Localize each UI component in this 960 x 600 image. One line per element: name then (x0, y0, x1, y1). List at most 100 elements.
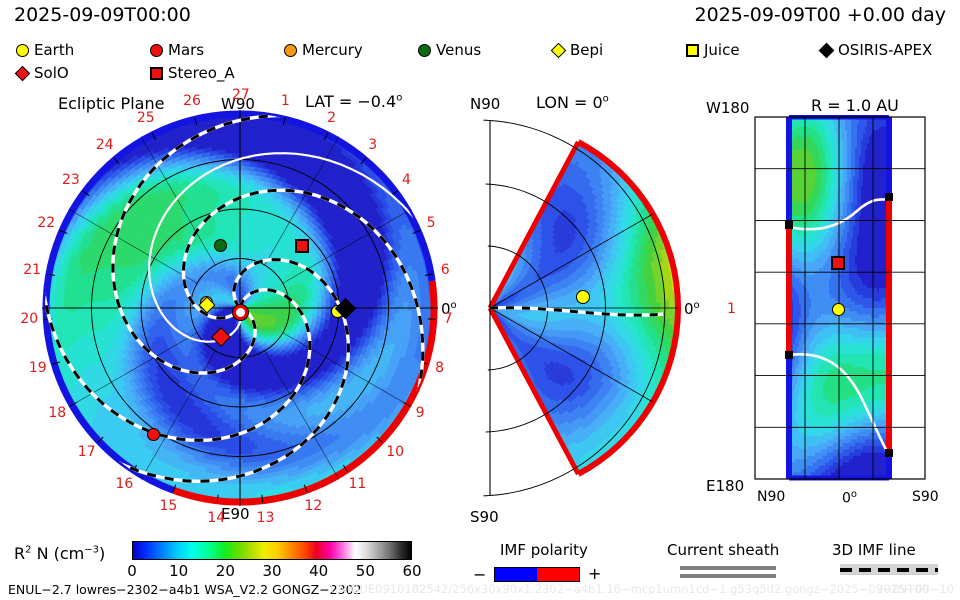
au-plot[interactable] (745, 114, 935, 483)
degree-symbol: o (694, 300, 700, 311)
superscript-minus-3: −3 (84, 545, 99, 556)
colorbar-tick-label: 40 (309, 562, 328, 580)
imf-3d-line-dashes (840, 568, 938, 572)
diamond-marker-icon (14, 65, 30, 81)
ecliptic-hour-label: 26 (183, 93, 201, 109)
legend-item-label: Mercury (302, 41, 363, 59)
ecliptic-lat-label: LAT = −0.4o (305, 92, 402, 111)
ecliptic-hour-label: 10 (386, 444, 404, 460)
ecliptic-hour-label: 12 (305, 498, 323, 514)
meridional-plot[interactable] (472, 112, 700, 504)
imf-polarity-title: IMF polarity (500, 541, 588, 559)
legend-item-label: Juice (704, 41, 740, 59)
ecliptic-hour-label: 20 (20, 311, 38, 327)
legend-item-bepi: Bepi (550, 39, 603, 61)
imf-minus-sign: − (473, 565, 486, 584)
ecliptic-marker-venus (213, 238, 227, 252)
meridional-south-label: S90 (470, 508, 499, 526)
ecliptic-marker-mars (146, 427, 160, 441)
ecliptic-hour-label: 24 (96, 137, 114, 153)
ecliptic-marker-stereo-a (295, 239, 309, 253)
legend-item-juice: Juice (684, 39, 740, 61)
ecliptic-hour-label: 5 (427, 215, 436, 231)
meridional-panel-title: LON = 0o (536, 93, 609, 112)
ecliptic-plot-svg (42, 110, 438, 506)
ecliptic-panel-title: Ecliptic Plane (58, 94, 164, 113)
ecliptic-hour-label: 4 (402, 172, 411, 188)
au-marker-stereo-a (831, 256, 845, 270)
colorbar-tick-label: 10 (169, 562, 188, 580)
run-id-footer: ENUL−2.7 lowres−2302−a4b1 WSA_V2.2 GONGZ… (8, 582, 361, 597)
meridional-right-label: 0o (684, 300, 700, 318)
au-ytick-label: 1 (727, 301, 736, 317)
imf-plus-sign: + (588, 564, 601, 583)
circle-marker-icon (416, 42, 432, 58)
watermark-footer-date: 2025−09−10 (876, 582, 954, 596)
colorbar-tick-label: 20 (216, 562, 235, 580)
ecliptic-hour-label: 9 (416, 405, 425, 421)
degree-symbol: o (451, 300, 457, 311)
ecliptic-plane-plot[interactable] (40, 108, 440, 508)
watermark-footer: UNIQUE0910182542/256x30x90x1.2302−a4b1.1… (330, 582, 929, 596)
ecliptic-hour-label: 14 (207, 510, 225, 526)
au-xtick-label: 0o (842, 489, 857, 507)
colorbar-tick-label: 30 (262, 562, 281, 580)
legend-item-label: Bepi (570, 41, 603, 59)
circle-marker-icon (282, 42, 298, 58)
superscript-2: 2 (25, 545, 31, 556)
imf-polarity-bar (494, 567, 580, 582)
diamond-marker-icon (550, 42, 566, 58)
au-marker-earth (831, 302, 845, 316)
ecliptic-hour-label: 8 (435, 360, 444, 376)
legend-item-stereo-a: Stereo_A (148, 62, 235, 84)
legend-item-mars: Mars (148, 39, 204, 61)
colorbar-label: R2 N (cm−3) (14, 544, 105, 563)
au-panel-w180-label: W180 (706, 99, 749, 117)
legend-item-solo: SolO (14, 62, 69, 84)
au-panel-title: R = 1.0 AU (811, 96, 899, 115)
ecliptic-hour-label: 18 (48, 405, 66, 421)
square-marker-icon (684, 42, 700, 58)
colorbar-tick-label: 50 (356, 562, 375, 580)
legend-item-label: Mars (168, 41, 204, 59)
legend-item-osiris-apex: OSIRIS-APEX (818, 39, 932, 61)
meridional-north-label: N90 (470, 95, 500, 113)
ecliptic-axis-right-label: 0o (441, 300, 457, 318)
degree-symbol: o (851, 489, 857, 500)
ecliptic-marker-sun (232, 304, 248, 320)
au-plot-svg (754, 114, 926, 481)
degree-symbol: o (603, 94, 609, 105)
forecast-label: 2025-09-09T00 +0.00 day (695, 4, 946, 26)
square-marker-icon (148, 65, 164, 81)
colorbar-gradient (132, 541, 412, 560)
legend-item-earth: Earth (14, 39, 74, 61)
ecliptic-hour-label: 16 (116, 476, 134, 492)
ecliptic-hour-label: 22 (37, 215, 55, 231)
ecliptic-hour-label: 3 (368, 137, 377, 153)
ecliptic-hour-label: 17 (78, 444, 96, 460)
meridional-marker-earth (576, 290, 590, 304)
ecliptic-hour-label: 19 (29, 360, 47, 376)
legend-item-label: Stereo_A (168, 64, 235, 82)
ecliptic-hour-label: 27 (232, 87, 250, 103)
circle-marker-icon (14, 42, 30, 58)
ecliptic-hour-label: 2 (327, 110, 336, 126)
degree-symbol: o (396, 93, 402, 104)
ecliptic-hour-label: 13 (257, 510, 275, 526)
ecliptic-hour-label: 15 (159, 498, 177, 514)
au-panel-e180-label: E180 (706, 477, 744, 495)
legend-item-venus: Venus (416, 39, 481, 61)
legend-item-label: Earth (34, 41, 74, 59)
ecliptic-axis-top-label: W90 (221, 95, 255, 113)
current-sheath-title: Current sheath (667, 541, 779, 559)
diamond-marker-icon (818, 42, 834, 58)
ecliptic-hour-label: 11 (348, 476, 366, 492)
colorbar-tick-label: 60 (402, 562, 421, 580)
ecliptic-hour-label: 7 (444, 311, 453, 327)
au-xtick-label: N90 (757, 489, 785, 505)
legend-item-label: Venus (436, 41, 481, 59)
au-xtick-label: S90 (912, 489, 939, 505)
imf-line-title: 3D IMF line (832, 541, 916, 559)
colorbar-tick-label: 0 (127, 562, 137, 580)
ecliptic-hour-label: 1 (281, 93, 290, 109)
